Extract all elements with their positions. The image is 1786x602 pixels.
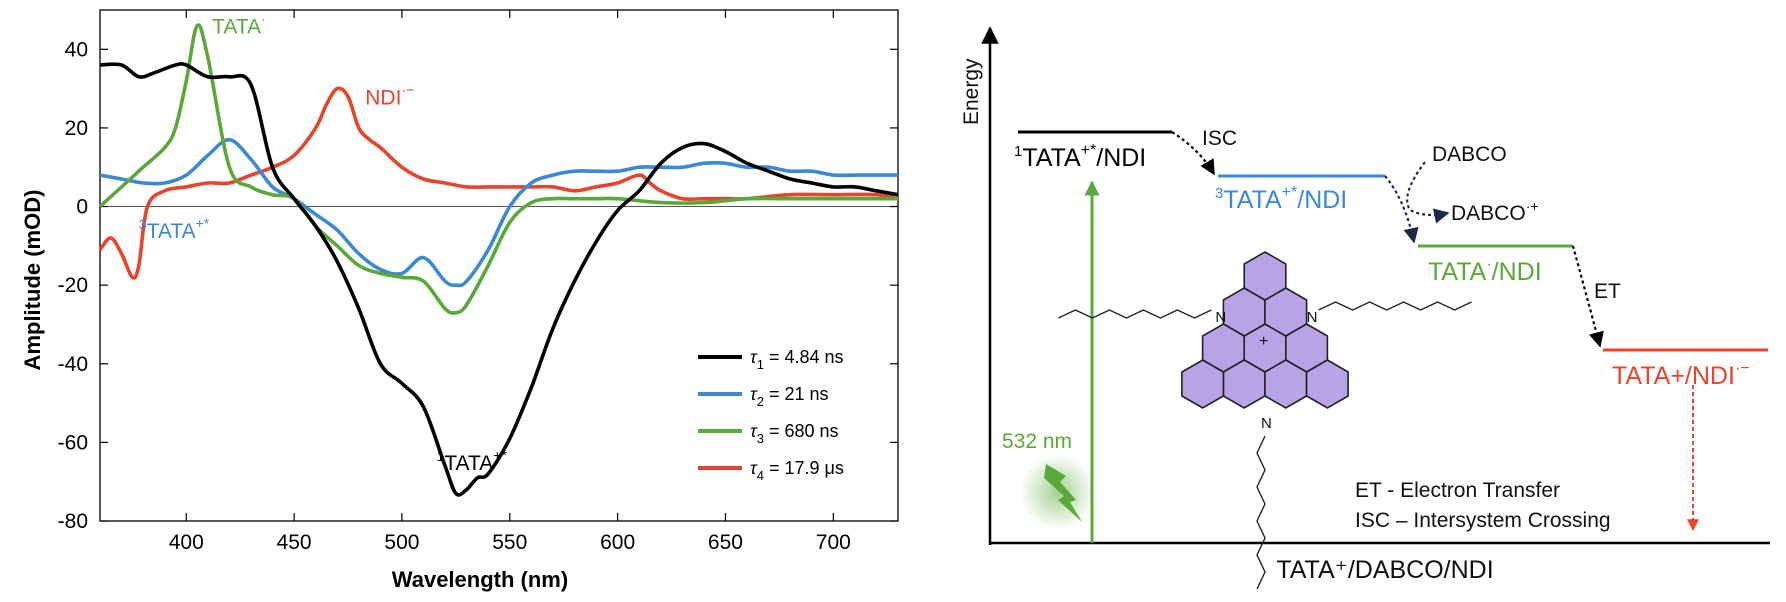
isc-arrow <box>1171 131 1215 176</box>
dabco-cation-label: DABCO·+ <box>1451 198 1539 225</box>
legend-label-tau3: τ3 = 680 ns <box>750 421 839 446</box>
y-axis-label: Amplitude (mOD) <box>20 190 45 371</box>
series-lines <box>98 23 899 497</box>
energy-diagram: Energy TATA⁺/DABCO/NDI 1TATA+*/NDI 3TATA… <box>960 26 1770 590</box>
charge-plus: + <box>1259 333 1268 350</box>
et-label: ET <box>1594 280 1621 303</box>
x-tick-label: 600 <box>600 531 635 554</box>
et-arrow <box>1571 245 1604 348</box>
series-line-tau4 <box>98 86 899 280</box>
x-tick-label: 550 <box>492 531 527 554</box>
y-tick-label: -60 <box>58 431 88 454</box>
x-axis-ticks: 400 450 500 550 600 650 700 <box>169 10 851 554</box>
legend-isc: ISC – Intersystem Crossing <box>1355 509 1611 532</box>
legend: τ1 = 4.84 ns τ2 = 21 ns τ3 = 680 ns τ4 = 17… <box>698 347 844 483</box>
curve-annotation-3: 3TATA+* <box>139 215 210 243</box>
x-tick-label: 450 <box>277 531 312 554</box>
plot-frame <box>99 9 899 522</box>
ring-top <box>1243 251 1287 301</box>
series-line-tau2 <box>99 137 898 288</box>
curve-annotations: TATA· NDI·− 3TATA+* 1TATA+* <box>139 11 508 475</box>
ring-bottom-far-right <box>1305 359 1349 409</box>
series-line-tau1 <box>99 62 899 497</box>
legend-label-tau1: τ1 = 4.84 ns <box>750 347 844 372</box>
x-tick-label: 400 <box>169 531 204 554</box>
dabco-arrow <box>1406 161 1450 224</box>
level-charge-separated-label: TATA+/NDI·− <box>1612 360 1750 390</box>
y-tick-label: -80 <box>58 510 88 533</box>
legend-label-tau4: τ4 = 17.9 μs <box>750 458 844 483</box>
x-axis-label: Wavelength (nm) <box>392 567 568 592</box>
x-tick-label: 650 <box>708 531 743 554</box>
spectra-chart: 400 450 500 550 600 650 700 40200-20-40-60-80 … <box>20 9 899 592</box>
alkyl-chain-right <box>1318 301 1472 311</box>
ring-bottom-far-left <box>1181 359 1225 409</box>
nitrogen-n-bottom: N <box>1261 415 1272 432</box>
dabco-label: DABCO <box>1432 143 1507 166</box>
legend-et: ET - Electron Transfer <box>1355 479 1560 502</box>
triplet-to-radical-arrow <box>1384 175 1419 244</box>
alkyl-chain-bottom <box>1256 435 1266 590</box>
tata-molecule-structure: + N N N <box>1058 251 1472 590</box>
curve-annotation-1: TATA· <box>212 11 266 39</box>
level-triplet-label: 3TATA+*/NDI <box>1215 184 1347 214</box>
x-tick-label: 500 <box>384 531 419 554</box>
excitation-label: 532 nm <box>1002 430 1072 453</box>
x-tick-label: 700 <box>816 531 851 554</box>
curve-annotation-2: NDI·− <box>365 81 414 109</box>
level-singlet-label: 1TATA+*/NDI <box>1014 142 1146 172</box>
diagram-xlabel: TATA⁺/DABCO/NDI <box>1276 556 1493 584</box>
alkyl-chain-left <box>1058 309 1212 319</box>
y-tick-label: -40 <box>58 353 88 376</box>
y-tick-label: 20 <box>65 117 88 140</box>
nitrogen-n-left: N <box>1215 309 1226 326</box>
isc-label: ISC <box>1202 127 1237 150</box>
y-tick-label: 40 <box>65 38 88 61</box>
energy-label: Energy <box>960 58 983 125</box>
series-line-tau3 <box>98 23 898 315</box>
y-axis-ticks: 40 20 0 -20 -40 -60 -80 <box>58 38 898 533</box>
flash-icon <box>1020 454 1096 530</box>
level-tata-radical-label: TATA·/NDI <box>1428 256 1542 286</box>
y-tick-label: 0 <box>76 196 88 219</box>
nitrogen-n-right: N <box>1307 309 1318 326</box>
curve-annotation-4: 1TATA+* <box>436 447 507 475</box>
legend-label-tau2: τ2 = 21 ns <box>750 384 829 409</box>
y-tick-label: -20 <box>58 274 88 297</box>
